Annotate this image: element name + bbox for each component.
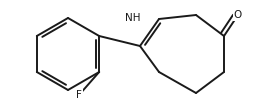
Text: F: F [76, 90, 82, 100]
Text: O: O [234, 10, 242, 20]
Text: NH: NH [125, 13, 141, 23]
